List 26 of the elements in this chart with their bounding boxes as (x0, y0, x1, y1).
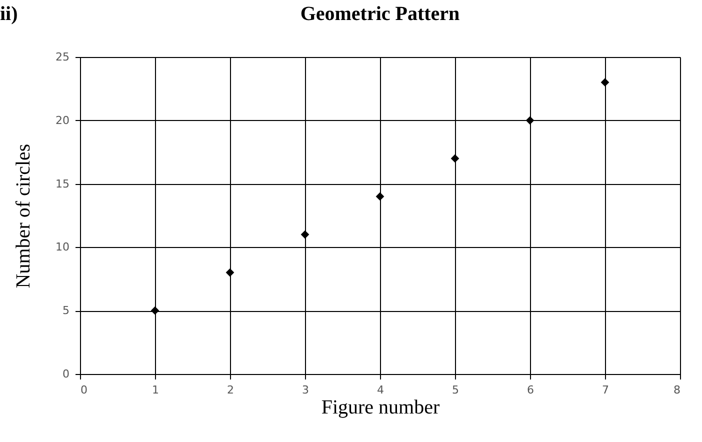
x-tick-label: 3 (302, 384, 309, 396)
x-tick-label: 1 (152, 384, 159, 396)
y-tick-label: 10 (56, 240, 70, 254)
x-tick-label: 6 (527, 384, 534, 396)
text: ii) (0, 3, 18, 25)
y-axis-title: Number of circles (12, 144, 35, 288)
x-tick-label: 8 (674, 384, 680, 396)
y-tick-label: 5 (62, 304, 70, 318)
x-tick-label: 5 (452, 384, 459, 396)
x-axis-title: Figure number (321, 396, 440, 418)
x-tick-label: 2 (227, 384, 234, 396)
point (150, 306, 160, 315)
point (226, 268, 234, 277)
x-tick-label: 4 (377, 384, 384, 396)
point (526, 116, 534, 125)
y-tick-label: 0 (62, 368, 70, 380)
chart-title: Geometric Pattern (300, 3, 460, 25)
y-tick-label: 20 (56, 114, 70, 127)
point (450, 154, 460, 163)
y-tick-label: 15 (56, 177, 70, 190)
y-tick-label: 25 (56, 50, 70, 64)
point (376, 192, 384, 201)
x-tick-label: 7 (602, 384, 609, 396)
x-tick-label: 0 (80, 384, 88, 396)
point (300, 230, 310, 239)
point (600, 78, 610, 87)
